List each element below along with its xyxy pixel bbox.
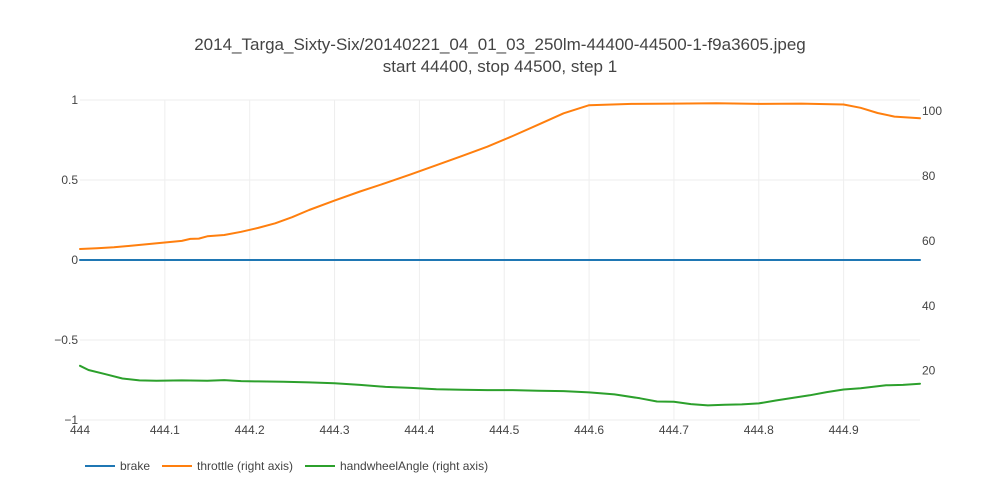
- x-tick-label: 444: [70, 423, 90, 437]
- y-left-axis-ticks: 1 0.5 0 −0.5 −1: [54, 93, 78, 427]
- legend-label: throttle (right axis): [197, 459, 293, 473]
- x-tick-label: 444.7: [659, 423, 689, 437]
- legend: brake throttle (right axis) handwheelAngle…: [85, 459, 488, 473]
- grid-lines: [80, 99, 920, 421]
- x-axis-ticks: 444 444.1 444.2 444.3 444.4 444.5 444.6 444.7 44…: [70, 423, 859, 437]
- x-tick-label: 444.9: [829, 423, 859, 437]
- legend-label: handwheelAngle (right axis): [340, 459, 488, 473]
- x-tick-label: 444.8: [744, 423, 774, 437]
- series-lines: [79, 102, 921, 407]
- y-right-axis-ticks: 100 80 60 40 20: [922, 104, 942, 378]
- x-tick-label: 444.5: [489, 423, 519, 437]
- y-right-tick-label: 20: [922, 364, 936, 378]
- y-left-tick-label: −1: [64, 413, 78, 427]
- x-tick-label: 444.6: [574, 423, 604, 437]
- x-tick-label: 444.1: [150, 423, 180, 437]
- y-left-tick-label: 1: [71, 93, 78, 107]
- x-tick-label: 444.3: [320, 423, 350, 437]
- y-left-tick-label: 0.5: [61, 173, 78, 187]
- y-right-tick-label: 80: [922, 169, 936, 183]
- y-left-tick-label: 0: [71, 253, 78, 267]
- series-line-handwheelangle: [79, 364, 921, 407]
- y-right-tick-label: 40: [922, 299, 936, 313]
- legend-label: brake: [120, 459, 150, 473]
- y-right-tick-label: 100: [922, 104, 942, 118]
- chart-subtitle: start 44400, stop 44500, step 1: [383, 57, 617, 76]
- y-right-tick-label: 60: [922, 234, 936, 248]
- series-line-throttle: [79, 102, 921, 250]
- x-tick-label: 444.4: [404, 423, 434, 437]
- y-left-tick-label: −0.5: [54, 333, 78, 347]
- chart-title: 2014_Targa_Sixty-Six/20140221_04_01_03_2…: [194, 35, 806, 54]
- x-tick-label: 444.2: [235, 423, 265, 437]
